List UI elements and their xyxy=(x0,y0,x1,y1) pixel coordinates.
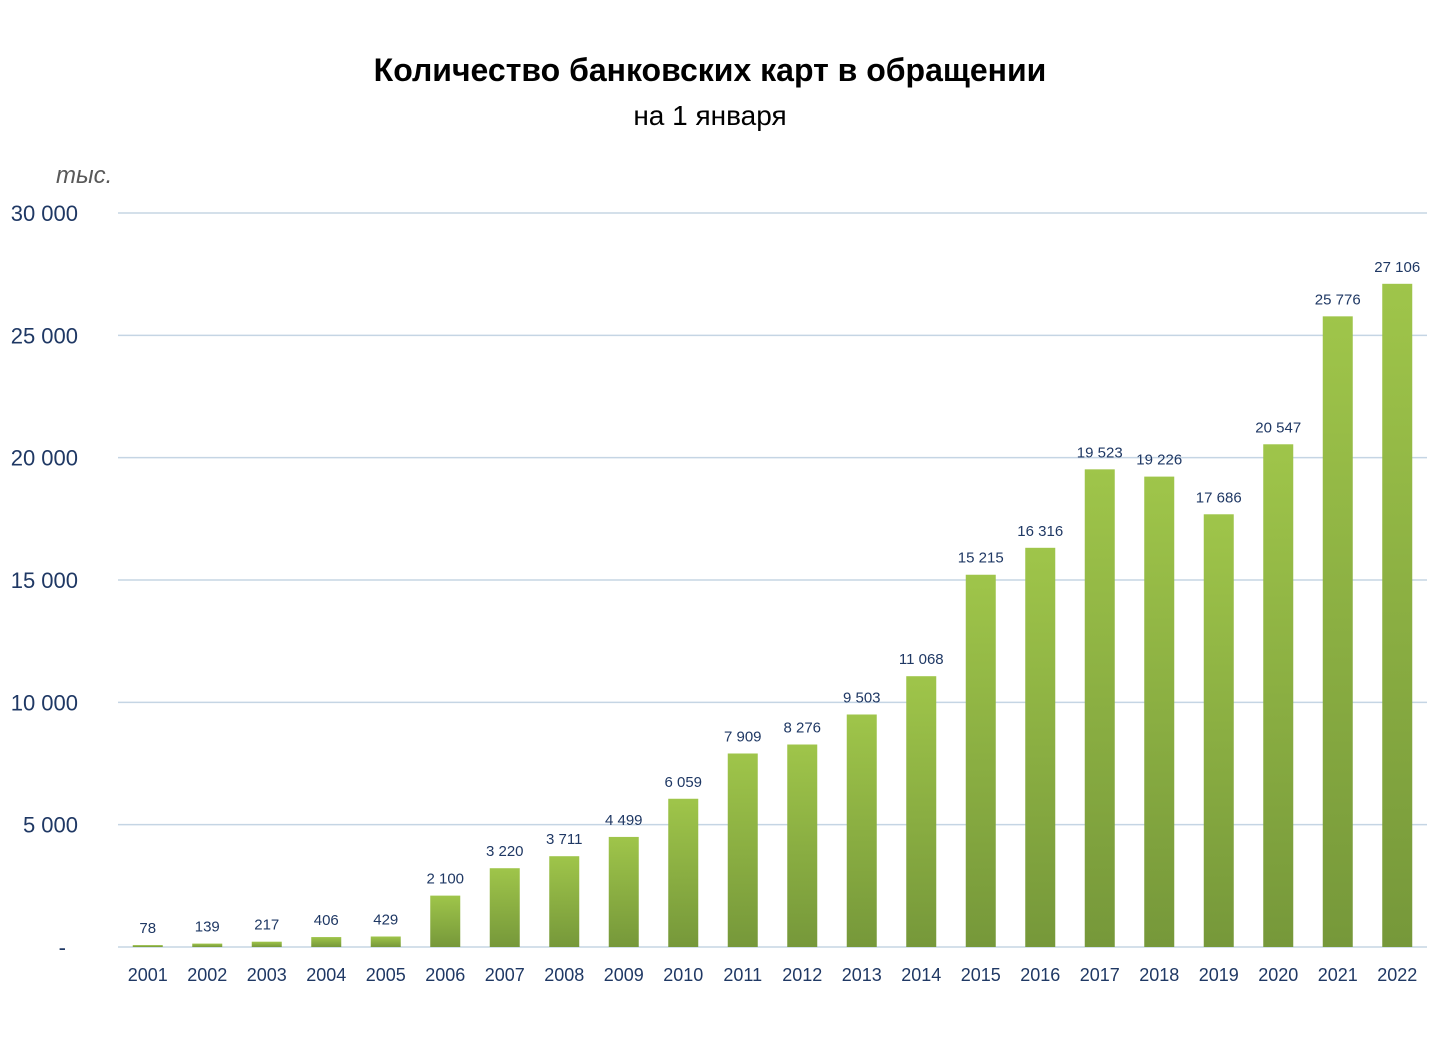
x-tick-label-2003: 2003 xyxy=(247,965,287,985)
x-tick-label-2010: 2010 xyxy=(663,965,703,985)
bar-2018 xyxy=(1144,476,1175,947)
chart-title: Количество банковских карт в обращении xyxy=(373,52,1047,88)
data-label-2005: 429 xyxy=(373,912,398,929)
data-labels: 78 139 217 406 429 2 100 3 220 3 711 4 499 6 059 7… xyxy=(139,259,1420,937)
bar-2001 xyxy=(132,945,163,947)
data-label-2007: 3 220 xyxy=(486,843,524,860)
bar-2004 xyxy=(311,937,342,947)
x-tick-label-2006: 2006 xyxy=(425,965,465,985)
data-label-2019: 17 686 xyxy=(1196,489,1242,506)
bar-2005 xyxy=(370,936,401,947)
bar-2012 xyxy=(787,744,818,947)
data-label-2010: 6 059 xyxy=(664,774,702,791)
data-label-2021: 25 776 xyxy=(1315,291,1361,308)
y-tick-label-1: 5 000 xyxy=(23,813,78,838)
bar-2007 xyxy=(489,868,520,947)
x-tick-label-2004: 2004 xyxy=(306,965,346,985)
data-label-2006: 2 100 xyxy=(426,871,464,888)
x-tick-label-2014: 2014 xyxy=(901,965,941,985)
x-tick-label-2015: 2015 xyxy=(961,965,1001,985)
data-label-2004: 406 xyxy=(314,912,339,929)
y-tick-label-4: 20 000 xyxy=(11,446,78,471)
data-label-2003: 217 xyxy=(254,917,279,934)
bar-2021 xyxy=(1322,316,1353,948)
chart-subtitle: на 1 января xyxy=(633,100,787,131)
data-label-2015: 15 215 xyxy=(958,550,1004,567)
y-tick-label-5: 25 000 xyxy=(11,323,78,348)
x-tick-label-2013: 2013 xyxy=(842,965,882,985)
bar-2010 xyxy=(668,798,699,947)
data-label-2022: 27 106 xyxy=(1374,259,1420,276)
y-tick-label-6: 30 000 xyxy=(11,201,78,226)
data-label-2001: 78 xyxy=(139,920,156,937)
data-label-2008: 3 711 xyxy=(546,831,582,848)
bar-2003 xyxy=(251,941,282,947)
y-axis-unit-label: тыс. xyxy=(56,162,113,189)
data-label-2020: 20 547 xyxy=(1255,419,1301,436)
x-tick-label-2012: 2012 xyxy=(782,965,822,985)
bar-2013 xyxy=(846,714,877,947)
bar-2020 xyxy=(1263,444,1294,947)
x-axis: 2001 2002 2003 2004 2005 2006 2007 2008 2009 2010… xyxy=(128,965,1418,985)
bar-2009 xyxy=(608,836,639,947)
x-tick-label-2020: 2020 xyxy=(1258,965,1298,985)
x-tick-label-2002: 2002 xyxy=(187,965,227,985)
data-label-2013: 9 503 xyxy=(843,689,881,706)
x-tick-label-2018: 2018 xyxy=(1139,965,1179,985)
bar-2002 xyxy=(192,943,223,947)
x-tick-label-2011: 2011 xyxy=(723,965,762,985)
data-label-2017: 19 523 xyxy=(1077,444,1123,461)
y-axis: - 5 000 10 000 15 000 20 000 25 000 30 000 xyxy=(11,201,78,960)
x-tick-label-2017: 2017 xyxy=(1080,965,1120,985)
y-tick-label-3: 15 000 xyxy=(11,568,78,593)
bar-2015 xyxy=(965,574,996,947)
x-tick-label-2009: 2009 xyxy=(604,965,644,985)
data-label-2011: 7 909 xyxy=(724,728,762,745)
data-label-2012: 8 276 xyxy=(783,720,821,737)
x-tick-label-2016: 2016 xyxy=(1020,965,1060,985)
x-tick-label-2022: 2022 xyxy=(1377,965,1417,985)
x-tick-label-2005: 2005 xyxy=(366,965,406,985)
bar-2022 xyxy=(1382,283,1413,947)
y-tick-label-2: 10 000 xyxy=(11,690,78,715)
data-label-2009: 4 499 xyxy=(605,812,643,829)
x-tick-label-2007: 2007 xyxy=(485,965,525,985)
bar-2016 xyxy=(1025,547,1056,947)
data-label-2002: 139 xyxy=(195,919,220,936)
x-tick-label-2021: 2021 xyxy=(1318,965,1358,985)
bar-2008 xyxy=(549,856,580,947)
x-tick-label-2019: 2019 xyxy=(1199,965,1239,985)
data-label-2014: 11 068 xyxy=(899,651,944,668)
bar-2017 xyxy=(1084,469,1115,947)
data-label-2016: 16 316 xyxy=(1017,523,1063,540)
bar-2014 xyxy=(906,676,937,947)
y-tick-label-0: - xyxy=(59,935,66,960)
bars xyxy=(132,283,1413,948)
x-tick-label-2001: 2001 xyxy=(128,965,168,985)
bar-2019 xyxy=(1203,514,1234,947)
bar-2006 xyxy=(430,895,461,947)
x-tick-label-2008: 2008 xyxy=(544,965,584,985)
data-label-2018: 19 226 xyxy=(1136,452,1182,469)
bar-2011 xyxy=(727,753,758,947)
